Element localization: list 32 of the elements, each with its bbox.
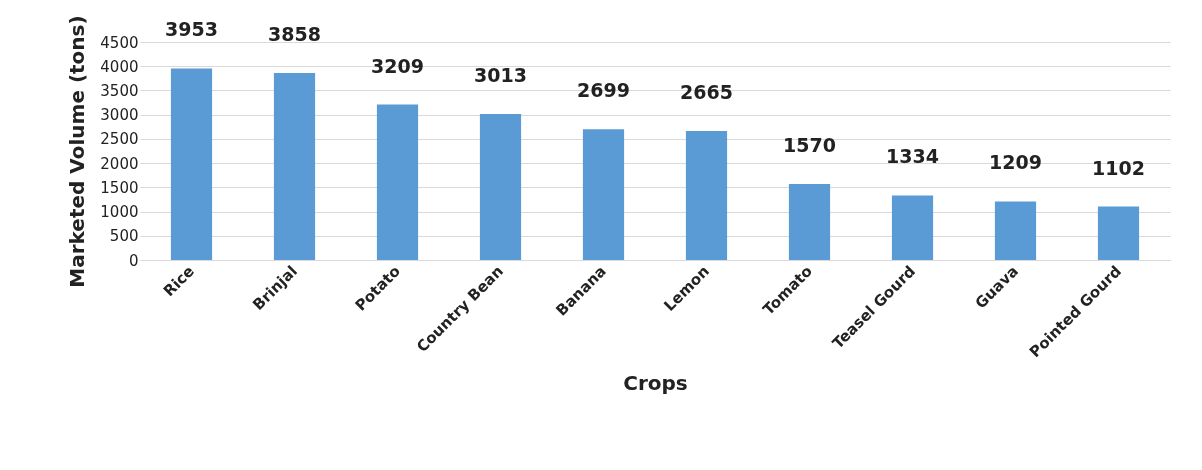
bar	[994, 201, 1037, 260]
bar	[582, 129, 625, 260]
data-label: 3953	[165, 18, 218, 41]
data-label: 1102	[1092, 156, 1145, 179]
data-label: 2699	[577, 79, 630, 102]
y-tick-label: 0	[128, 251, 139, 270]
bar	[170, 68, 213, 260]
y-tick-label: 2500	[100, 130, 139, 149]
y-tick-label: 500	[109, 227, 139, 246]
data-label: 1570	[783, 133, 836, 156]
y-tick-label: 3000	[100, 106, 139, 125]
data-label: 1209	[989, 151, 1042, 174]
y-tick-label: 1500	[100, 178, 139, 197]
data-label: 3013	[474, 64, 527, 87]
bar	[788, 183, 831, 260]
y-axis-title: Marketed Volume (tons)	[65, 15, 90, 288]
bar	[685, 130, 728, 260]
x-axis-title: Crops	[623, 371, 688, 396]
data-label: 2665	[680, 80, 733, 103]
y-tick-label: 4500	[100, 33, 139, 52]
data-label: 3858	[268, 23, 321, 46]
bar	[376, 104, 419, 260]
y-tick-label: 4000	[100, 57, 139, 76]
bar	[891, 195, 934, 260]
bar	[1097, 206, 1140, 260]
y-tick-label: 2000	[100, 154, 139, 173]
data-label: 3209	[371, 54, 424, 77]
data-label: 1334	[886, 145, 939, 168]
y-tick-label: 3500	[100, 81, 139, 100]
y-tick-label: 1000	[100, 203, 139, 222]
bar	[273, 73, 316, 260]
bar	[479, 114, 522, 260]
